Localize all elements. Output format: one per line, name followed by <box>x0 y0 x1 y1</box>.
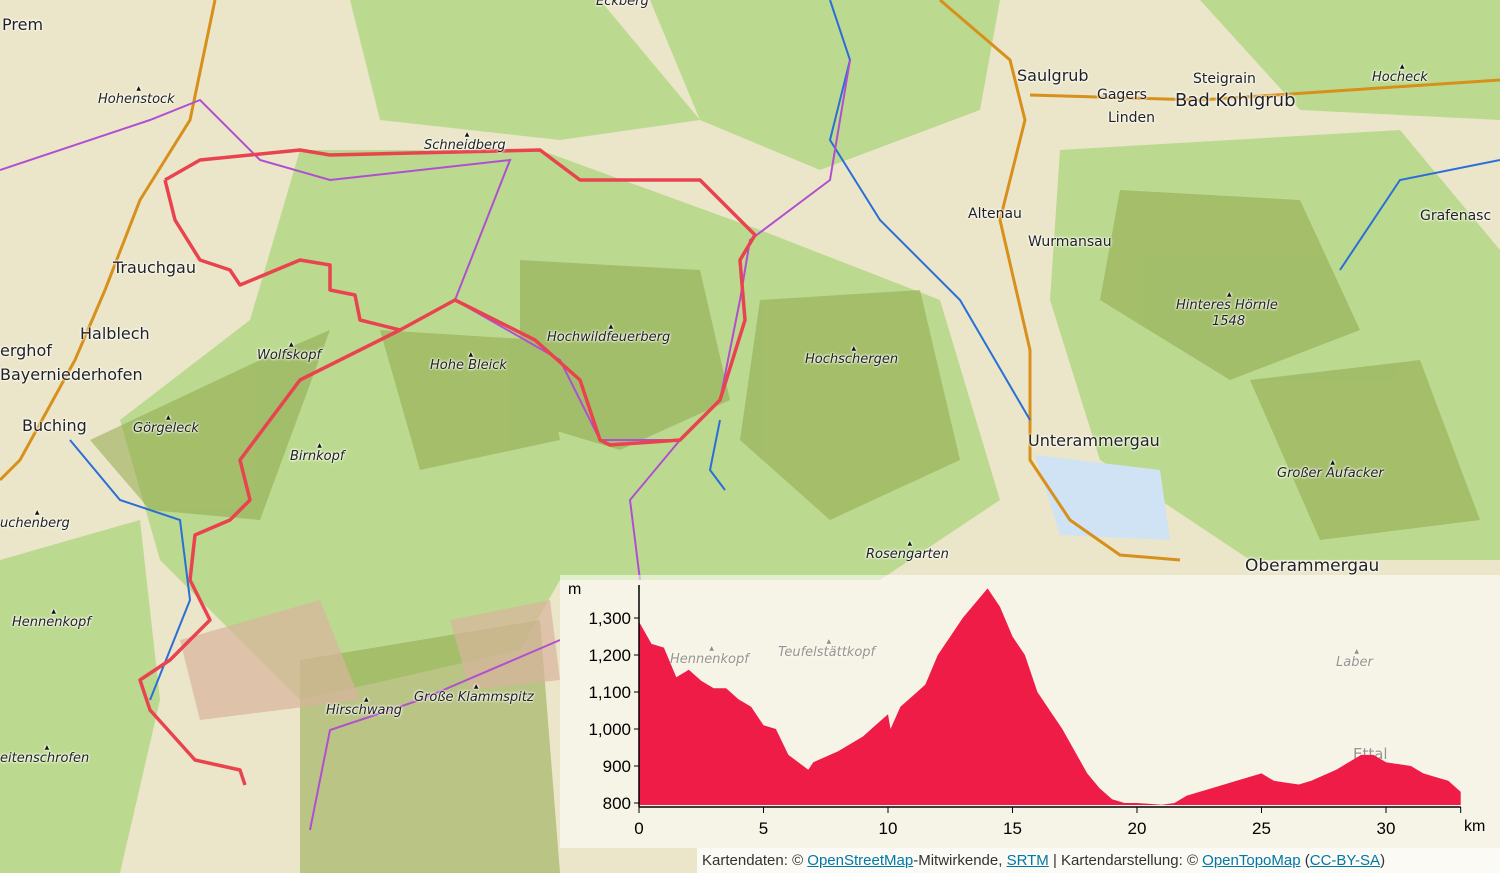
map-label[interactable]: Hochschergen <box>805 345 898 367</box>
map-label[interactable]: Altenau <box>968 206 1022 222</box>
map-label-faded: Teufelstättkopf <box>778 638 875 660</box>
x-tick-label: 15 <box>1003 819 1022 838</box>
y-axis-unit: m <box>568 581 581 598</box>
map-label[interactable]: Prem <box>2 15 44 34</box>
attr-close: ) <box>1380 852 1386 869</box>
elevation-area <box>639 588 1461 805</box>
elevation-profile[interactable]: Hennenkopf Teufelstättkopf Laber Ettal 8… <box>560 575 1500 848</box>
map-label[interactable]: Eckberg <box>596 0 649 9</box>
map-label[interactable]: Oberammergau <box>1245 556 1380 576</box>
map-label[interactable]: Saulgrub <box>1017 66 1089 85</box>
map-label[interactable]: eitenschrofen <box>0 744 89 766</box>
map-label[interactable]: Birnkopf <box>290 442 344 464</box>
attr-prefix: Kartendaten: © <box>702 852 808 869</box>
map-label[interactable]: Grafenasc <box>1420 208 1492 224</box>
roads <box>0 0 1500 562</box>
map-label[interactable]: uchenberg <box>0 509 70 531</box>
map-label[interactable]: Halblech <box>80 324 150 343</box>
attr-sep: | Kartendarstellung: © <box>1048 852 1203 869</box>
map-label[interactable]: Buching <box>22 416 87 435</box>
map-label[interactable]: Linden <box>1108 110 1155 126</box>
map-label[interactable]: Hohenstock <box>98 85 175 107</box>
map-label[interactable]: Schneidberg <box>424 131 506 153</box>
x-axis-unit: km <box>1464 818 1485 835</box>
osm-link[interactable]: OpenStreetMap <box>807 852 914 869</box>
rock-areas <box>180 600 560 720</box>
map-label[interactable]: erghof <box>0 341 52 360</box>
y-tick-label: 1,000 <box>588 720 631 739</box>
x-tick-label: 25 <box>1252 819 1271 838</box>
map-label[interactable]: Hocheck <box>1372 63 1428 85</box>
srtm-link[interactable]: SRTM <box>1006 852 1049 869</box>
map-label[interactable]: Steigrain <box>1193 71 1256 87</box>
y-tick-label: 1,100 <box>588 683 631 702</box>
x-tick-label: 10 <box>879 819 898 838</box>
x-tick-label: 5 <box>759 819 768 838</box>
x-tick-label: 30 <box>1377 819 1396 838</box>
attr-mid: -Mitwirkende, <box>913 852 1007 869</box>
rivers <box>69 0 1500 701</box>
map-label[interactable]: Großer Aufacker <box>1277 459 1384 481</box>
map-label[interactable]: Hirschwang <box>326 696 402 718</box>
attribution: Kartendaten: © OpenStreetMap-Mitwirkende… <box>697 848 1500 873</box>
opentopomap-link[interactable]: OpenTopoMap <box>1202 852 1301 869</box>
map-label[interactable]: Hohe Bleick <box>430 351 507 373</box>
map-label[interactable]: Bad Kohlgrub <box>1175 90 1296 111</box>
map-label[interactable]: Hochwildfeuerberg <box>547 323 670 345</box>
map-label-faded: Hennenkopf <box>670 645 749 667</box>
map-label[interactable]: Bayerniederhofen <box>0 365 143 384</box>
attr-open: ( <box>1300 852 1310 869</box>
map-label[interactable]: Trauchgau <box>113 258 196 277</box>
y-tick-label: 1,200 <box>588 646 631 665</box>
license-link[interactable]: CC-BY-SA <box>1309 852 1381 869</box>
map-label[interactable]: Unterammergau <box>1028 431 1160 450</box>
y-tick-label: 800 <box>603 794 631 813</box>
map-label[interactable]: Große Klammspitz <box>414 683 534 705</box>
route-line <box>138 148 757 786</box>
map-label[interactable]: Gagers <box>1097 87 1147 103</box>
map-label[interactable]: Wolfskopf <box>257 341 321 363</box>
x-tick-label: 20 <box>1128 819 1147 838</box>
map-label[interactable]: Hennenkopf <box>12 608 91 630</box>
y-tick-label: 1,300 <box>588 609 631 628</box>
map-label: 1548 <box>1212 314 1246 329</box>
map-label-faded: Laber <box>1336 648 1373 670</box>
x-tick-label: 0 <box>634 819 643 838</box>
map-label[interactable]: Görgeleck <box>133 414 199 436</box>
map-label[interactable]: Wurmansau <box>1028 234 1112 250</box>
map-label[interactable]: Hinteres Hörnle <box>1176 291 1278 313</box>
elevation-chart[interactable]: 800 900 1,000 1,100 1,200 1,300 0 5 10 15 20 25 30 m k… <box>560 575 1500 848</box>
y-tick-label: 900 <box>603 757 631 776</box>
map-label[interactable]: Rosengarten <box>866 540 949 562</box>
